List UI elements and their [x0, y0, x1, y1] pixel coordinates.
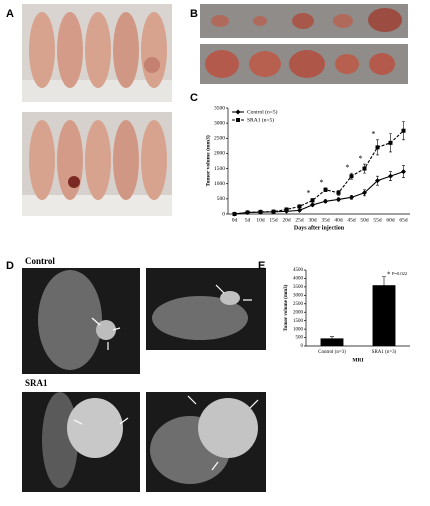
- y-tick-label: 3000: [293, 293, 304, 298]
- x-axis-label: Days after injection: [294, 225, 345, 231]
- annotation: P=0.022: [392, 271, 407, 276]
- mri-arrows: [73, 284, 259, 471]
- mri-images: [22, 268, 266, 492]
- marker: [323, 187, 328, 192]
- x-tick-label: 40d: [334, 217, 343, 223]
- y-tick-label: 0: [301, 344, 304, 349]
- x-tick-label: 65d: [399, 217, 408, 223]
- marker: [258, 209, 263, 214]
- marker: [323, 198, 328, 204]
- marker: [271, 209, 276, 214]
- panel-label: A: [6, 8, 14, 20]
- y-tick-label: 0: [222, 211, 225, 217]
- marker: [310, 202, 315, 208]
- marker: [362, 190, 367, 196]
- x-tick-label: SRA1 (n=3): [372, 350, 397, 355]
- annotation: *: [387, 270, 391, 278]
- y-tick-label: 1500: [293, 319, 304, 324]
- x-tick-label: 15d: [269, 217, 278, 223]
- y-tick-label: 2500: [214, 136, 225, 142]
- panel-label: E: [258, 260, 265, 272]
- y-tick-label: 500: [296, 336, 304, 341]
- x-tick-label: 60d: [386, 217, 395, 223]
- series-line: [234, 130, 404, 215]
- marker: [401, 169, 406, 175]
- annotation: *: [359, 154, 363, 163]
- marker: [401, 128, 406, 133]
- y-tick-label: 4500: [293, 268, 304, 273]
- panel-label: B: [190, 8, 198, 20]
- x-tick-label: 30d: [308, 217, 317, 223]
- annotation: *: [307, 188, 311, 197]
- x-tick-label: 35d: [321, 217, 330, 223]
- legend-label: Control (n=5): [247, 108, 278, 115]
- marker: [336, 196, 341, 202]
- bar: [320, 338, 344, 346]
- mouse-photo-bottom: [22, 112, 172, 216]
- y-tick-label: 3500: [293, 285, 304, 290]
- marker: [284, 207, 289, 212]
- marker: [297, 207, 302, 213]
- y-tick-label: 1500: [214, 166, 225, 172]
- y-tick-label: 2500: [293, 302, 304, 307]
- marker: [349, 194, 354, 200]
- annotation: *: [346, 163, 350, 172]
- mri-label: Control: [25, 256, 55, 266]
- x-tick-label: 20d: [282, 217, 291, 223]
- x-tick-label: 5d: [245, 217, 251, 223]
- x-axis-label: MRI: [352, 357, 363, 363]
- x-tick-label: 10d: [256, 217, 265, 223]
- x-tick-label: 50d: [360, 217, 369, 223]
- x-tick-label: Control (n=3): [318, 350, 346, 355]
- x-tick-label: 25d: [295, 217, 304, 223]
- y-tick-label: 1000: [293, 327, 304, 332]
- mri-label: SRA1: [25, 378, 48, 388]
- marker: [375, 145, 380, 150]
- y-tick-label: 1000: [214, 181, 225, 187]
- annotation: *: [320, 178, 324, 187]
- marker: [336, 190, 341, 195]
- marker: [362, 166, 367, 171]
- x-tick-label: 55d: [373, 217, 382, 223]
- y-axis-label: Tumor volume (mm3): [204, 135, 211, 187]
- x-tick-label: 45d: [347, 217, 356, 223]
- y-tick-label: 2000: [214, 151, 225, 157]
- y-axis-label: Tumor volume (mm3): [284, 284, 289, 331]
- y-tick-label: 4000: [293, 277, 304, 282]
- y-tick-label: 2000: [293, 310, 304, 315]
- y-tick-label: 3000: [214, 120, 225, 126]
- marker: [232, 212, 237, 216]
- marker: [297, 204, 302, 209]
- marker: [310, 198, 315, 203]
- error-bar: [382, 276, 386, 294]
- bar: [372, 285, 396, 346]
- annotation: *: [372, 130, 376, 139]
- panel-label: D: [6, 260, 14, 272]
- marker: [349, 174, 354, 179]
- tumor-photo: [200, 4, 408, 84]
- panel-label: C: [190, 92, 198, 104]
- legend-marker: [235, 109, 241, 115]
- marker: [245, 210, 250, 215]
- y-tick-label: 500: [217, 196, 226, 202]
- x-tick-label: 0d: [232, 217, 238, 223]
- y-tick-label: 3500: [214, 105, 225, 111]
- error-bar: [330, 336, 334, 341]
- legend-marker: [236, 118, 240, 122]
- marker: [388, 140, 393, 145]
- marker: [375, 178, 380, 184]
- marker: [388, 173, 393, 179]
- legend-label: SRA1 (n=5): [247, 116, 274, 123]
- mouse-photo-top: [22, 4, 172, 102]
